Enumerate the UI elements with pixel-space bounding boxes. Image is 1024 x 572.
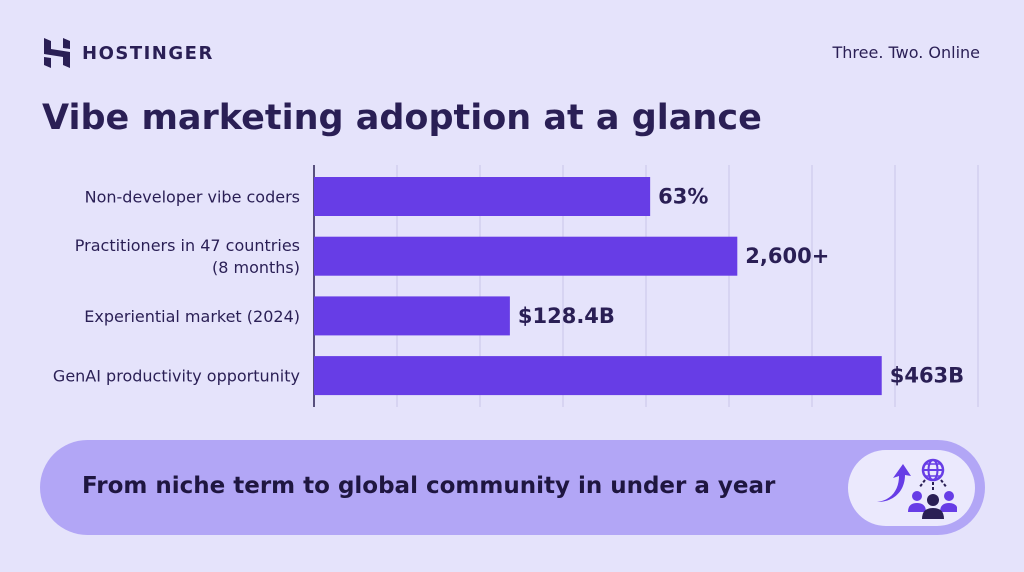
data-label: $463B bbox=[890, 364, 964, 388]
brand-name: HOSTINGER bbox=[82, 42, 214, 64]
summary-banner: From niche term to global community in u… bbox=[40, 440, 985, 535]
banner-text: From niche term to global community in u… bbox=[82, 473, 776, 499]
bar bbox=[314, 356, 882, 396]
category-label: Practitioners in 47 countries (8 months) bbox=[75, 236, 300, 277]
data-label: $128.4B bbox=[518, 304, 615, 328]
category-label: GenAI productivity opportunity bbox=[53, 367, 300, 386]
bar bbox=[314, 236, 738, 276]
tagline: Three. Two. Online bbox=[832, 43, 981, 62]
data-label: 2,600+ bbox=[745, 244, 829, 268]
growth-global-community-icon bbox=[876, 458, 957, 519]
banner-icon-pill bbox=[848, 450, 975, 526]
chart-title: Vibe marketing adoption at a glance bbox=[42, 98, 762, 138]
bar-chart: 63% Non-developer vibe coders 2,600+ Practi… bbox=[53, 165, 979, 407]
bar bbox=[314, 177, 651, 216]
category-label: Experiential market (2024) bbox=[84, 307, 300, 326]
category-label: Non-developer vibe coders bbox=[85, 188, 300, 207]
hostinger-logo-icon bbox=[44, 38, 70, 68]
bar bbox=[314, 296, 510, 336]
data-label: 63% bbox=[658, 185, 708, 209]
brand-logo: HOSTINGER bbox=[44, 38, 214, 68]
